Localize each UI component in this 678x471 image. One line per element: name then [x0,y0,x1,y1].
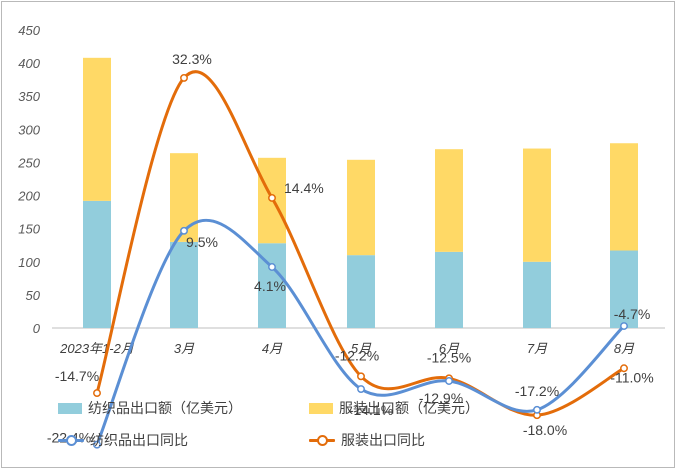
y-tick-label: 250 [17,155,40,170]
legend-label-apparel-export: 服装出口额（亿美元） [339,400,479,416]
legend-label-apparel-yoy: 服装出口同比 [341,432,425,448]
data-label-apparel-yoy: 14.4% [284,180,324,196]
marker-apparel-yoy [180,73,188,82]
legend-item-textile-export: 纺织品出口额（亿美元） [58,398,242,418]
marker-textile-yoy [357,385,365,393]
marker-apparel-yoy [93,389,101,398]
bar-apparel-export [83,57,111,201]
legend-swatch-apparel-export [309,402,333,414]
x-tick-label: 4月 [262,341,283,356]
line-series [93,70,628,449]
y-tick-label: 50 [26,288,41,303]
marker-textile-yoy [268,263,276,271]
x-tick-label: 3月 [174,341,195,356]
legend-swatch-textile-yoy [58,434,84,446]
x-tick-label: 2023年1-2月 [59,341,135,356]
data-label-textile-yoy: 9.5% [186,234,218,250]
x-tick-label: 8月 [614,341,635,356]
line-apparel-yoy [95,70,626,417]
legend-swatch-textile-export [58,402,82,414]
data-label-textile-yoy: 4.1% [254,278,286,294]
bar-apparel-export [610,143,638,251]
legend-label-textile-export: 纺织品出口额（亿美元） [88,400,242,416]
legend-item-apparel-export: 服装出口额（亿美元） [309,398,479,418]
marker-apparel-yoy [620,364,628,373]
bar-textile-export [610,250,638,328]
x-tick-label: 6月 [439,341,460,356]
y-tick-label: 100 [18,255,40,270]
data-label-textile-yoy: -17.2% [515,383,559,399]
y-tick-label: 300 [18,122,40,137]
data-label-textile-yoy: -14.1% [349,402,393,418]
marker-textile-yoy [620,322,628,330]
data-label-apparel-yoy: -12.2% [335,347,379,363]
data-label-apparel-yoy: -12.5% [427,349,471,365]
marker-textile-yoy [445,377,453,385]
legend-item-apparel-yoy: 服装出口同比 [309,430,425,450]
bar-apparel-export [435,149,463,252]
data-label-apparel-yoy: -11.0% [610,369,653,385]
marker-textile-yoy [93,440,101,449]
bar-textile-export [170,241,198,328]
legend-item-textile-yoy: 纺织品出口同比 [58,430,188,450]
bar-apparel-export [347,159,375,256]
bar-apparel-export [523,148,551,262]
x-axis: 2023年1-2月 3月 4月 5月 6月 7月 8月 [59,341,635,356]
y-tick-label: 200 [17,189,40,204]
legend-label-textile-yoy: 纺织品出口同比 [90,432,188,448]
y-tick-label: 350 [18,89,40,104]
data-label-apparel-yoy: -18.0% [523,422,567,438]
marker-apparel-yoy [357,372,365,381]
data-label-textile-yoy: -4.7% [614,306,651,322]
marker-textile-yoy [180,226,188,235]
marker-textile-yoy [533,405,541,414]
y-tick-label: 0 [33,321,41,336]
y-tick-label: 150 [18,222,40,237]
y-tick-label: 400 [18,56,40,71]
bar-textile-export [347,255,375,328]
x-tick-label: 7月 [527,341,548,356]
bar-series [83,57,638,328]
bar-textile-export [523,261,551,328]
y-tick-label: 450 [18,23,40,38]
legend: 纺织品出口额（亿美元） 服装出口额（亿美元） 纺织品出口同比 服装出口同比 [58,398,618,454]
y-axis: 0 50 100 150 200 250 300 350 400 450 [17,23,40,336]
x-tick-label: 5月 [351,341,372,356]
data-label-apparel-yoy: -14.7% [55,368,99,384]
data-labels: -14.7% 32.3% 14.4% -12.2% -12.5% -18.0% -11.0%… [47,51,654,446]
data-label-textile-yoy: -12.9% [419,390,463,406]
bar-textile-export [83,200,111,328]
legend-swatch-apparel-yoy [309,434,335,446]
bar-textile-export [435,251,463,328]
marker-apparel-yoy [268,193,276,202]
data-label-apparel-yoy: 32.3% [172,51,212,67]
